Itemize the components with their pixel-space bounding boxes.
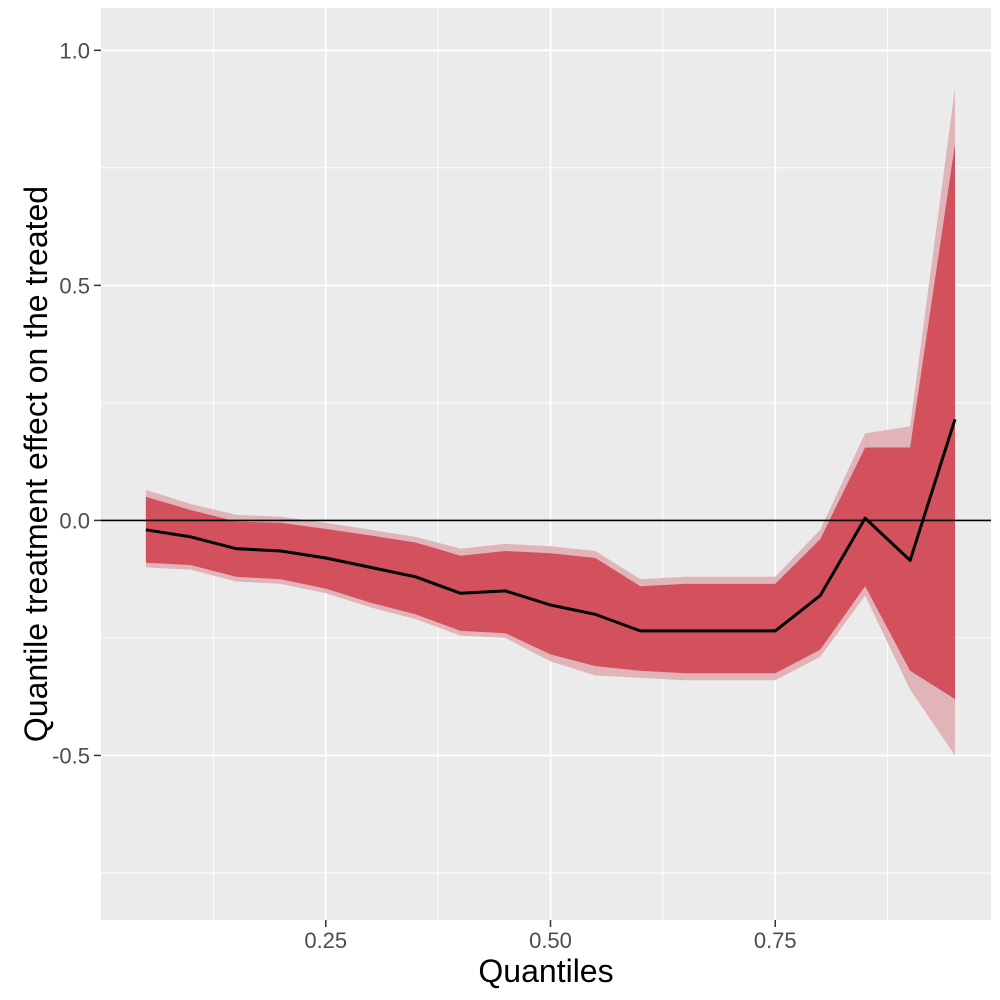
x-axis-title: Quantiles (478, 953, 613, 989)
estimate-line (145, 418, 957, 633)
y-tick-label: -0.5 (52, 743, 90, 768)
y-axis-title: Quantile treatment effect on the treated (18, 186, 54, 742)
x-axis: 0.25 0.50 0.75 (304, 920, 797, 953)
x-tick-label: 0.75 (754, 928, 797, 953)
y-tick-label: 0.5 (59, 273, 90, 298)
inner-confidence-band (145, 144, 955, 700)
y-axis: 1.0 0.5 0.0 -0.5 (52, 38, 101, 768)
x-tick-label: 0.25 (304, 928, 347, 953)
y-tick-label: 0.0 (59, 508, 90, 533)
x-tick-label: 0.50 (529, 928, 572, 953)
y-tick-label: 1.0 (59, 38, 90, 63)
plot-panel (101, 8, 991, 920)
